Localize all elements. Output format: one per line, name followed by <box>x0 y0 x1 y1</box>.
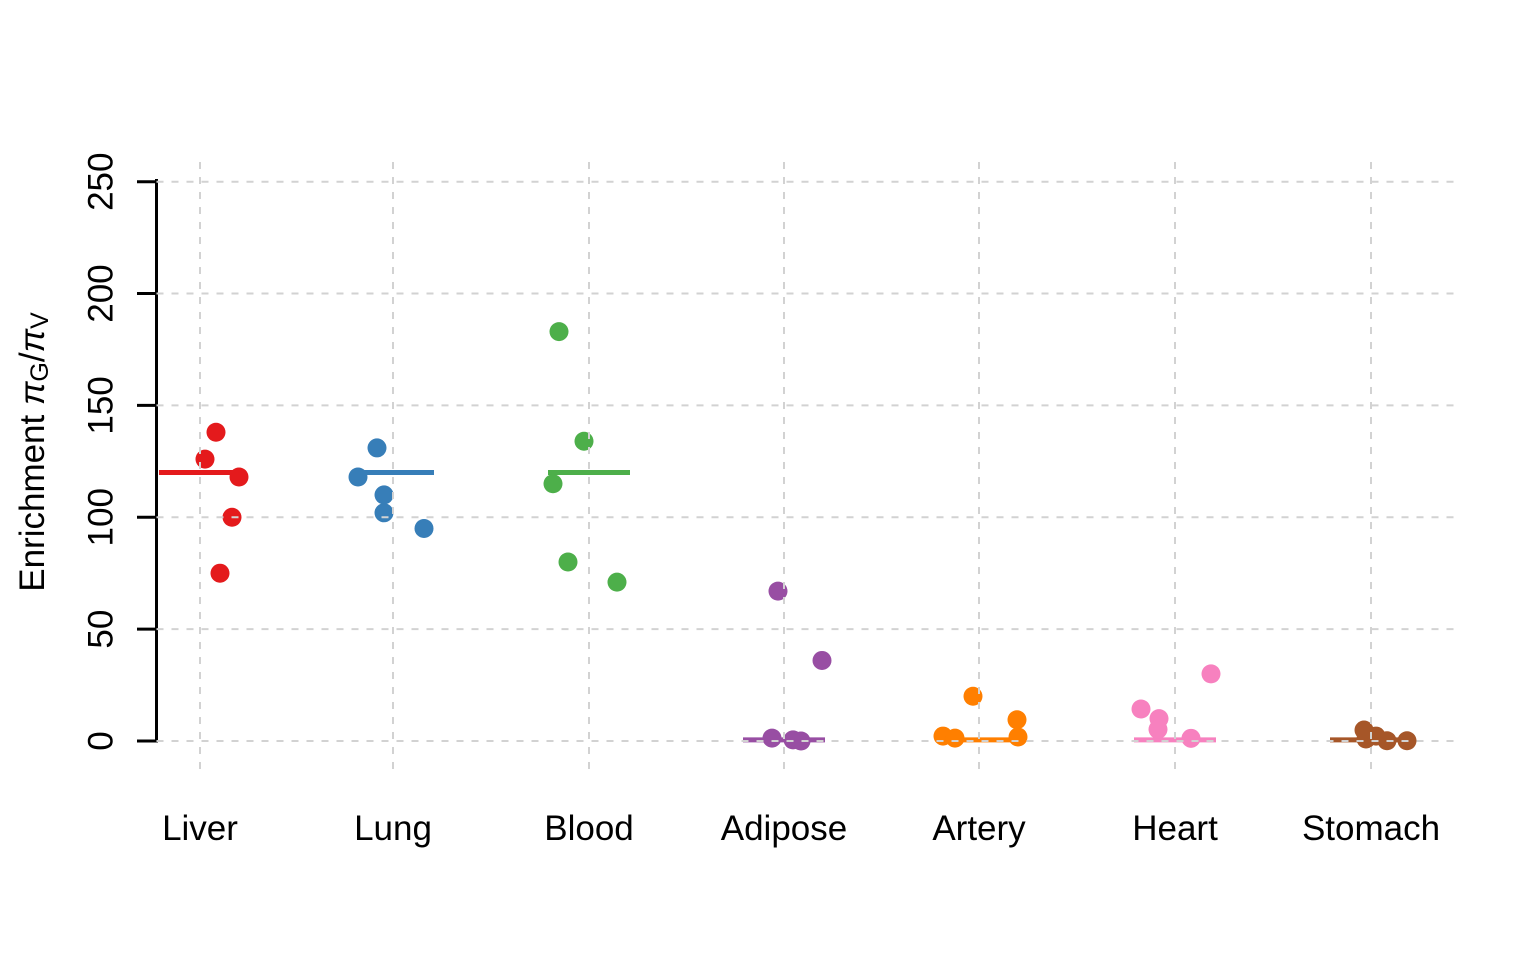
data-point <box>1007 710 1027 730</box>
y-tick-label: 50 <box>82 610 121 649</box>
y-tick-label: 0 <box>82 731 121 750</box>
data-point <box>367 438 387 458</box>
y-axis-title: Enrichment πG​/πV​ <box>13 312 55 592</box>
data-point <box>791 731 811 751</box>
data-point <box>963 686 983 706</box>
data-point <box>1148 719 1168 739</box>
data-point <box>549 322 569 342</box>
data-point <box>374 485 394 505</box>
y-tick-label: 250 <box>82 152 121 210</box>
y-tick-label: 150 <box>82 376 121 434</box>
data-point <box>374 503 394 523</box>
data-point <box>210 563 230 583</box>
y-tick-label: 100 <box>82 488 121 546</box>
x-category-label: Lung <box>354 809 432 848</box>
data-point <box>543 474 563 494</box>
data-point <box>195 449 215 469</box>
data-point <box>945 728 965 748</box>
x-category-label: Stomach <box>1302 809 1440 848</box>
data-point <box>348 467 368 487</box>
data-point <box>229 467 249 487</box>
x-category-label: Adipose <box>721 809 847 848</box>
data-point <box>1356 729 1376 749</box>
data-point <box>574 431 594 451</box>
data-point <box>1181 728 1201 748</box>
data-point <box>558 552 578 572</box>
x-category-label: Artery <box>932 809 1026 848</box>
data-point <box>607 572 627 592</box>
x-category-label: Heart <box>1132 809 1218 848</box>
data-point <box>1201 664 1221 684</box>
x-category-label: Blood <box>544 809 634 848</box>
data-point <box>206 422 226 442</box>
data-point <box>1008 727 1028 747</box>
data-point <box>768 581 788 601</box>
data-point <box>812 650 832 670</box>
data-point <box>414 518 434 538</box>
data-point <box>762 728 782 748</box>
y-tick-label: 200 <box>82 264 121 322</box>
data-point <box>1131 699 1151 719</box>
x-category-label: Liver <box>162 809 238 848</box>
